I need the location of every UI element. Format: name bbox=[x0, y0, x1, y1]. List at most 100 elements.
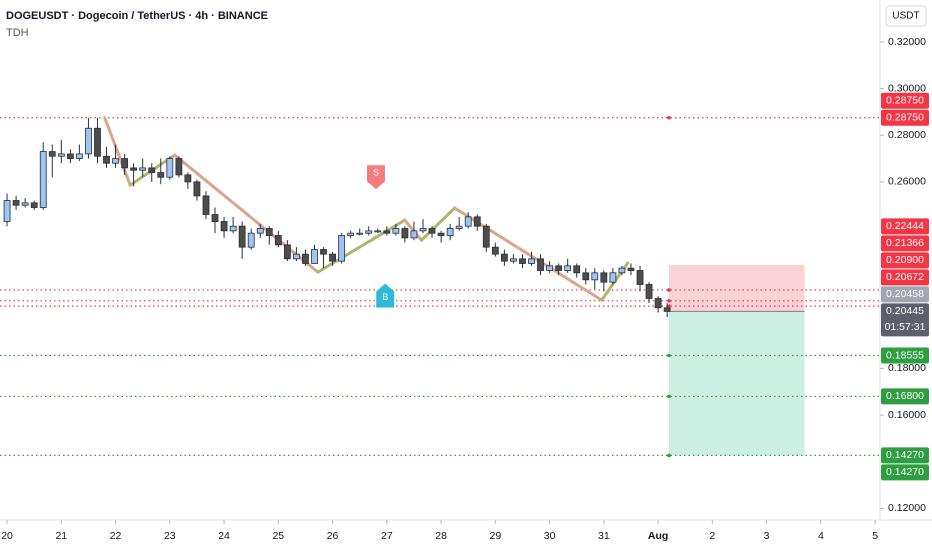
price-tag-label: 0.20672 bbox=[886, 271, 924, 283]
candle-body bbox=[591, 272, 599, 281]
candle-body bbox=[57, 153, 65, 157]
candle-body bbox=[356, 232, 364, 235]
candle-body bbox=[166, 158, 174, 178]
candle-body bbox=[139, 167, 147, 171]
price-tag bbox=[881, 269, 929, 286]
candle-body bbox=[157, 172, 165, 178]
price-tag bbox=[881, 109, 929, 126]
candle-body bbox=[419, 228, 427, 232]
zigzag-segment bbox=[173, 153, 320, 274]
zigzag-segment bbox=[403, 218, 424, 242]
candle-body bbox=[320, 249, 327, 255]
y-tick-label: 0.30000 bbox=[888, 82, 926, 94]
candle-body bbox=[292, 253, 300, 260]
candle-body bbox=[555, 265, 563, 271]
candle-body bbox=[546, 265, 553, 271]
x-tick-label: 3 bbox=[764, 530, 770, 542]
price-tag-label: 0.21366 bbox=[886, 237, 924, 249]
candle-body bbox=[175, 158, 183, 176]
candle-body bbox=[627, 267, 635, 271]
level-dot bbox=[667, 453, 671, 458]
countdown-label: 01:57:31 bbox=[885, 321, 926, 333]
price-tag-label: 0.14270 bbox=[886, 466, 924, 478]
candle-body bbox=[12, 200, 20, 206]
candle-body bbox=[229, 225, 237, 232]
candle-body bbox=[410, 230, 418, 239]
candle-body bbox=[85, 127, 92, 155]
x-tick-label: 21 bbox=[55, 530, 67, 542]
candle-body bbox=[491, 246, 499, 255]
chart-title: DOGEUSDT · Dogecoin / TetherUS · 4h · BI… bbox=[6, 10, 268, 22]
y-tick-label: 0.18000 bbox=[888, 362, 926, 374]
x-tick-label: 27 bbox=[381, 530, 393, 542]
price-tag-label: 0.20458 bbox=[886, 288, 924, 300]
candle-body bbox=[473, 216, 481, 227]
y-tick-label: 0.32000 bbox=[888, 36, 926, 48]
candle-body bbox=[428, 228, 436, 234]
candle-body bbox=[66, 153, 74, 159]
candle-body bbox=[193, 181, 201, 197]
candle-body bbox=[121, 158, 129, 169]
y-tick-label: 0.16000 bbox=[888, 409, 926, 421]
level-dot bbox=[667, 299, 671, 303]
candle-body bbox=[112, 158, 119, 164]
price-tag bbox=[881, 235, 929, 252]
zigzag-segment bbox=[420, 206, 457, 242]
candle-body bbox=[573, 265, 581, 274]
x-tick-label: 25 bbox=[272, 530, 284, 542]
candle-body bbox=[618, 267, 626, 274]
candle-body bbox=[39, 151, 47, 208]
target-zone bbox=[668, 311, 805, 456]
x-tick-label: 2 bbox=[709, 530, 715, 542]
plot-area: SB bbox=[0, 115, 880, 458]
price-tag bbox=[881, 464, 929, 481]
candle-body bbox=[75, 153, 83, 159]
y-tick-label: 0.12000 bbox=[888, 502, 926, 514]
candle-body bbox=[582, 272, 590, 281]
x-tick-label: 22 bbox=[110, 530, 122, 542]
y-tick-label: 0.26000 bbox=[888, 176, 926, 188]
candle-body bbox=[94, 127, 101, 157]
level-dot bbox=[667, 353, 671, 358]
candle-body bbox=[609, 272, 617, 283]
level-dot bbox=[667, 288, 671, 292]
candle-body bbox=[537, 258, 544, 271]
candle-body bbox=[564, 265, 572, 271]
candle-body bbox=[211, 214, 219, 222]
candle-body bbox=[510, 258, 517, 262]
candle-body bbox=[446, 228, 454, 236]
candle-body bbox=[482, 225, 490, 248]
x-tick-label: 26 bbox=[327, 530, 339, 542]
candle-body bbox=[464, 216, 472, 227]
candle-body bbox=[528, 258, 535, 264]
candle-body bbox=[401, 228, 409, 239]
x-tick-label: 31 bbox=[598, 530, 610, 542]
price-tag bbox=[881, 92, 929, 109]
x-tick-label: Aug bbox=[648, 530, 668, 542]
x-tick-label: 5 bbox=[872, 530, 878, 542]
candle-body bbox=[500, 253, 508, 262]
x-tick-label: 24 bbox=[218, 530, 230, 542]
indicator-name: TDH bbox=[6, 27, 29, 39]
candle-body bbox=[220, 221, 228, 232]
price-tag-label: 0.22444 bbox=[886, 220, 924, 232]
currency-label[interactable]: USDT bbox=[892, 11, 919, 22]
price-tag bbox=[881, 347, 929, 364]
price-tag-label: 0.28750 bbox=[886, 112, 924, 124]
signal-label: S bbox=[373, 168, 379, 178]
candle-body bbox=[455, 225, 463, 229]
currency-box[interactable] bbox=[885, 5, 927, 27]
price-tag bbox=[881, 388, 929, 405]
candle-body bbox=[247, 232, 255, 248]
candle-body bbox=[383, 230, 391, 234]
signal-label: B bbox=[382, 292, 388, 302]
signal-marker bbox=[366, 165, 385, 190]
zigzag-segment bbox=[103, 116, 132, 187]
candle-body bbox=[256, 228, 264, 234]
candle-body bbox=[645, 284, 653, 299]
price-tag bbox=[881, 286, 929, 303]
y-tick-label: 0.28000 bbox=[888, 129, 926, 141]
candle-body bbox=[347, 232, 355, 236]
candle-body bbox=[130, 167, 138, 171]
